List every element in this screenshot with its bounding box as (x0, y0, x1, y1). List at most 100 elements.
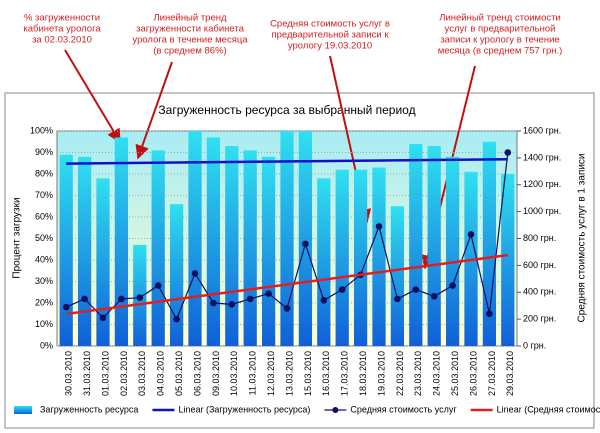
y-tick-label: 60% (35, 211, 53, 221)
y2-tick-label: 0 грн. (523, 340, 546, 350)
x-tick-label: 04.03.2010 (156, 351, 166, 396)
x-tick-label: 31.03.2010 (82, 351, 92, 396)
line-point (81, 295, 88, 303)
line-point (283, 305, 291, 312)
bar (96, 178, 110, 346)
annotation: уролога в течение месяца (132, 35, 248, 46)
bar (501, 174, 515, 346)
x-tick-label: 06.03.2010 (192, 351, 202, 396)
y-axis-label: Процент загрузки (12, 197, 23, 278)
bar (188, 131, 202, 346)
x-tick-label: 23.03.2010 (413, 351, 423, 396)
legend-label: Linear (Средняя стоимость услуг) (497, 404, 600, 414)
x-tick-label: 09.03.2010 (211, 351, 221, 396)
x-tick-label: 13.03.2010 (284, 351, 294, 396)
bar (261, 156, 276, 346)
y2-tick-label: 800 грн. (523, 233, 556, 243)
x-tick-label: 22.03.2010 (395, 351, 405, 396)
bar (225, 146, 239, 346)
x-tick-label: 12.03.2010 (266, 351, 276, 396)
y-tick-label: 90% (35, 147, 53, 157)
x-tick-label: 17.03.2010 (340, 351, 350, 396)
annotation: загруженности кабинета (136, 24, 244, 35)
legend-label: Загруженность ресурса (40, 404, 138, 414)
x-tick-label: 15.03.2010 (303, 351, 313, 396)
y2-tick-label: 200 грн. (523, 314, 556, 324)
line-point (302, 240, 309, 248)
x-tick-label: 03.03.2010 (137, 351, 147, 396)
annotation: Линейный тренд стоимости (439, 13, 561, 24)
y-tick-label: 30% (35, 276, 53, 286)
line-point (136, 294, 144, 301)
bar (206, 137, 221, 346)
annotation: записи к урологу в течение (440, 35, 559, 46)
x-tick-label: 11.03.2010 (248, 351, 258, 395)
annotation: Средняя стоимость услуг в (270, 19, 390, 30)
y2-tick-label: 1200 грн. (523, 179, 561, 189)
x-tick-label: 25.03.2010 (450, 351, 460, 396)
legend-marker (332, 407, 339, 413)
bar (482, 141, 497, 346)
trendline (66, 253, 508, 316)
bar (169, 204, 184, 346)
bar (427, 146, 441, 346)
bar (409, 143, 423, 346)
x-tick-label: 30.03.2010 (64, 351, 74, 396)
y2-axis-label: Средняя стоимость услуг в 1 записи (577, 153, 588, 322)
bar (445, 156, 460, 346)
x-tick-label: 29.03.2010 (505, 351, 515, 396)
line-point (210, 299, 217, 307)
line-point (394, 295, 401, 303)
line-point (191, 270, 199, 277)
bar (243, 150, 257, 346)
annotation: услуг в предварительной (445, 24, 556, 35)
line-point (173, 315, 180, 323)
line-point (154, 282, 162, 289)
y2-tick-label: 1000 грн. (523, 206, 561, 216)
line-point (265, 290, 272, 297)
y-tick-label: 80% (35, 168, 53, 178)
x-tick-label: 02.03.2010 (119, 351, 129, 396)
x-tick-label: 01.03.2010 (100, 351, 110, 396)
line-point (486, 310, 493, 318)
line-point (467, 231, 475, 238)
bar (353, 169, 368, 346)
x-tick-label: 05.03.2010 (174, 351, 184, 396)
line-point (118, 295, 125, 303)
bar (280, 131, 294, 346)
bar (317, 178, 331, 346)
line-point (412, 286, 420, 293)
y-tick-label: 50% (35, 233, 53, 243)
y-tick-label: 20% (35, 297, 53, 307)
y2-tick-label: 400 грн. (523, 287, 556, 297)
annotation: за 02.03.2010 (32, 35, 92, 46)
y-tick-label: 10% (35, 319, 53, 329)
y-tick-label: 40% (35, 254, 53, 264)
line-point (338, 286, 346, 293)
annotation: предварительной записи к (272, 30, 390, 41)
bar (77, 156, 92, 346)
x-tick-label: 26.03.2010 (468, 351, 478, 396)
line-point (320, 297, 328, 304)
line-point (62, 303, 70, 311)
line-point (430, 292, 438, 300)
bar (59, 154, 73, 346)
line-point (246, 295, 254, 303)
annotation: месяца (в среднем 757 грн.) (438, 46, 563, 57)
annotation: урологу 19.03.2010 (288, 41, 372, 52)
line-point (228, 301, 236, 308)
y-tick-label: 0% (40, 340, 53, 350)
annotation: Линейный тренд (153, 13, 227, 24)
line-point (449, 282, 456, 289)
bar (372, 167, 386, 346)
y2-tick-label: 1400 грн. (523, 152, 561, 162)
bar (390, 206, 405, 346)
x-tick-label: 24.03.2010 (432, 351, 442, 396)
annotation: кабинета уролога (23, 24, 101, 35)
legend-label: Linear (Загруженность ресурса) (178, 404, 310, 414)
annotation: (в среднем 86%) (153, 46, 226, 57)
trendline (66, 158, 508, 165)
y2-tick-label: 1600 грн. (523, 125, 561, 135)
y-tick-label: 100% (30, 125, 53, 135)
